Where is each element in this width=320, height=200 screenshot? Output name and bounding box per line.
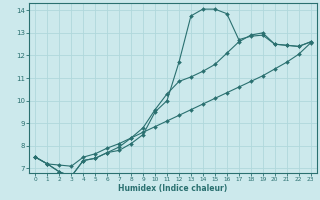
X-axis label: Humidex (Indice chaleur): Humidex (Indice chaleur) bbox=[118, 184, 228, 193]
